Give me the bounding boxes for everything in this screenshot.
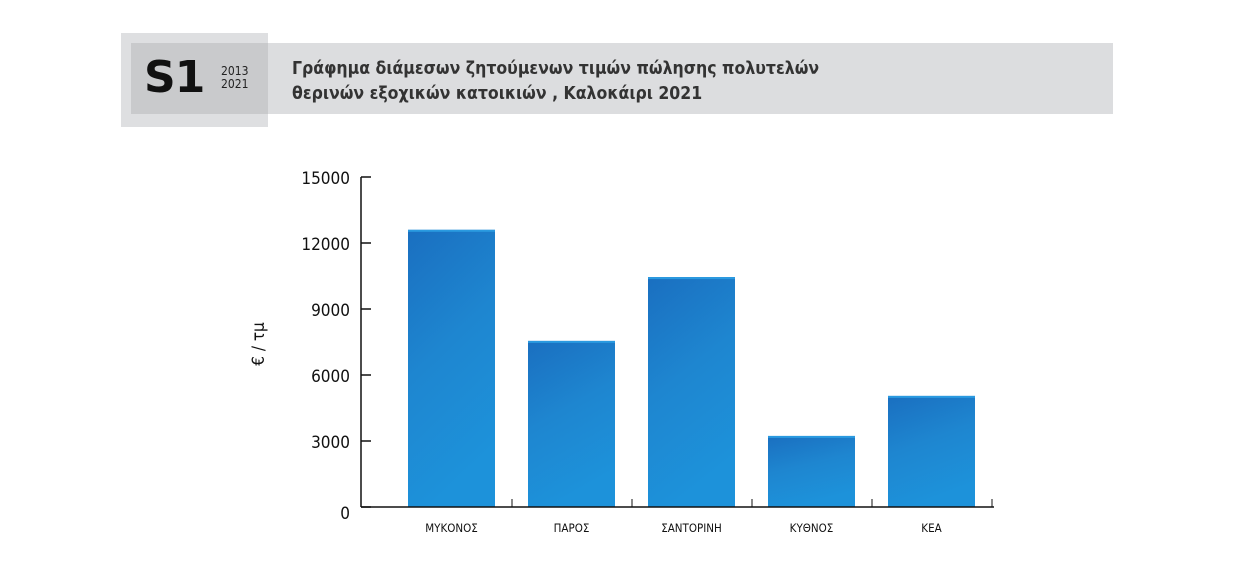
bar-top-edge-1 bbox=[528, 340, 615, 343]
bar-0 bbox=[408, 229, 495, 508]
x-tick-label: ΣΑΝΤΟΡΙΝΗ bbox=[661, 521, 722, 535]
year-range: 2013 2021 bbox=[221, 65, 248, 91]
year-start: 2013 bbox=[221, 64, 249, 78]
bar-1 bbox=[528, 340, 615, 507]
y-tick-label: 3000 bbox=[311, 433, 350, 453]
chart-code: S1 bbox=[144, 52, 205, 103]
y-tick-label: 15000 bbox=[301, 169, 350, 189]
bar-4 bbox=[888, 395, 975, 507]
title-line-1: Γράφημα διάμεσων ζητούμενων τιμών πώληση… bbox=[292, 59, 820, 79]
bar-2 bbox=[648, 277, 735, 507]
y-tick-label: 9000 bbox=[311, 301, 350, 321]
bar-3 bbox=[768, 435, 855, 507]
bar-top-edge-4 bbox=[888, 395, 975, 398]
x-tick-label: ΚΥΘΝΟΣ bbox=[790, 521, 834, 535]
y-tick-label: 12000 bbox=[301, 235, 350, 255]
y-tick-label: 0 bbox=[340, 504, 350, 524]
x-tick-label: ΚΕΑ bbox=[921, 521, 941, 535]
x-tick-label: ΜΥΚΟΝΟΣ bbox=[425, 521, 478, 535]
header-badge bbox=[131, 43, 268, 114]
x-tick-label: ΠΑΡΟΣ bbox=[554, 521, 590, 535]
chart-title: Γράφημα διάμεσων ζητούμενων τιμών πώληση… bbox=[292, 57, 819, 107]
year-end: 2021 bbox=[221, 77, 249, 91]
title-line-2: θερινών εξοχικών κατοικιών , Καλοκάιρι 2… bbox=[292, 84, 703, 104]
bar-top-edge-2 bbox=[648, 277, 735, 280]
y-tick-label: 6000 bbox=[311, 367, 350, 387]
y-axis-label: € / τμ bbox=[249, 322, 269, 366]
bar-top-edge-0 bbox=[408, 229, 495, 232]
header-title-band bbox=[268, 43, 1113, 114]
bar-top-edge-3 bbox=[768, 435, 855, 438]
